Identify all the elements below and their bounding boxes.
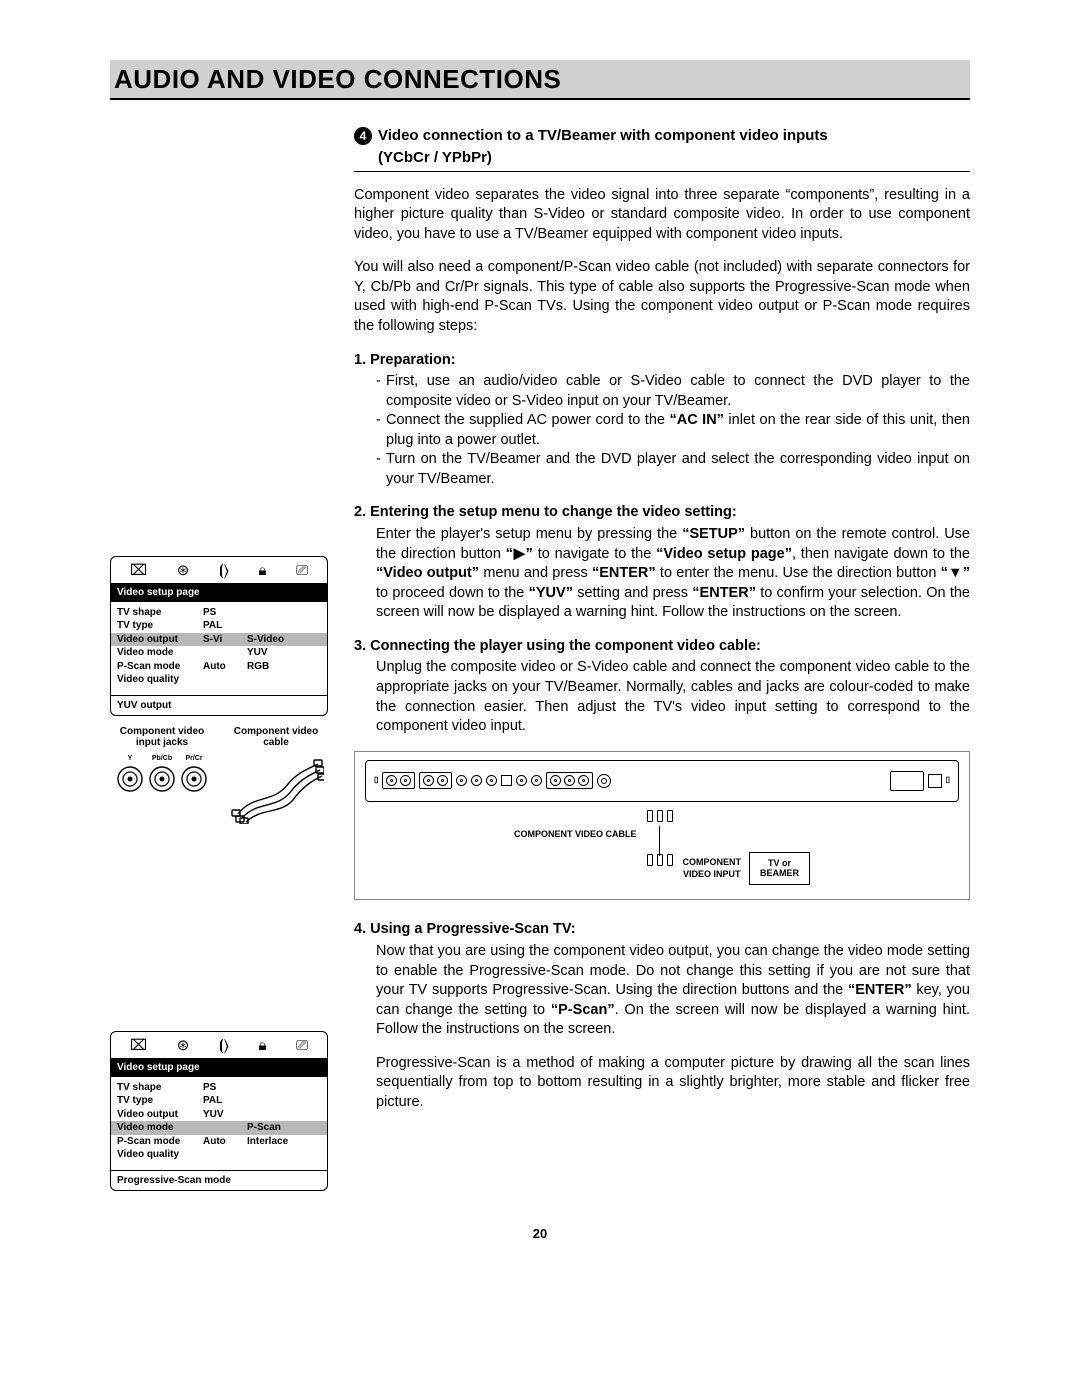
setup-icon-row: ⌧ ⊛ ⦗⟩ 🔒︎ ⎚ [111,557,327,584]
speaker-icon: ⦗⟩ [219,1036,229,1056]
rear-panel: ▯ ▯ [365,760,959,802]
cable-icon [228,754,324,824]
component-input-label: COMPONENTVIDEO INPUT [683,856,742,880]
intro-para-2: You will also need a component/P-Scan vi… [354,258,970,336]
step-4: 4. Using a Progressive-Scan TV: Now that… [354,920,970,1112]
page-title: AUDIO AND VIDEO CONNECTIONS [110,62,970,100]
cable-label: Component video cable [224,726,328,748]
step-3-body: Unplug the composite video or S-Video ca… [376,658,970,736]
globe-icon: ⊛ [177,1036,190,1056]
setup-icon-row-2: ⌧ ⊛ ⦗⟩ 🔒︎ ⎚ [111,1032,327,1059]
step-3-head: 3. Connecting the player using the compo… [354,637,970,657]
step-4-para2: Progressive-Scan is a method of making a… [376,1054,970,1113]
section-number-badge: 4 [354,127,372,145]
setup-header-1: Video setup page [111,584,327,602]
display-icon: ⎚ [296,1036,308,1056]
step-1c: -Turn on the TV/Beamer and the DVD playe… [376,450,970,489]
menu-row: Video outputS-ViS-Video [111,633,327,647]
jacks-cable-row: Component video input jacks YPb/CbPr/Cr … [110,726,328,831]
menu-row: Video quality [117,1148,321,1162]
jacks-label: Component video input jacks [110,726,214,748]
title-bar: AUDIO AND VIDEO CONNECTIONS [110,60,970,100]
setup-footer-2: Progressive-Scan mode [111,1170,327,1191]
step-1-head: 1. Preparation: [354,351,970,371]
menu-row: Video modeYUV [117,646,321,660]
tv-beamer-box: TV orBEAMER [749,852,810,886]
section-heading-line2: (YCbCr / YPbPr) [378,148,970,168]
lock-icon: 🔒︎ [259,1036,267,1056]
step-2: 2. Entering the setup menu to change the… [354,503,970,622]
lock-icon: 🔒︎ [259,561,267,581]
section-heading: 4 Video connection to a TV/Beamer with co… [354,126,970,172]
step-2-body: Enter the player's setup menu by pressin… [376,525,970,623]
setup-menu-1: ⌧ ⊛ ⦗⟩ 🔒︎ ⎚ Video setup page TV shapePST… [110,556,328,716]
menu-row: Video outputYUV [117,1108,321,1122]
menu-row: TV typePAL [117,1094,321,1108]
menu-row: P-Scan modeAutoInterlace [117,1135,321,1149]
setup-menu-2: ⌧ ⊛ ⦗⟩ 🔒︎ ⎚ Video setup page TV shapePST… [110,1031,328,1191]
page-number: 20 [110,1225,970,1243]
rca-jack: Y [117,754,143,798]
right-column: 4 Video connection to a TV/Beamer with co… [354,126,970,1201]
tv-icon: ⌧ [130,1036,147,1056]
intro-para-1: Component video separates the video sign… [354,186,970,245]
content-columns: ⌧ ⊛ ⦗⟩ 🔒︎ ⎚ Video setup page TV shapePST… [110,126,970,1201]
left-column: ⌧ ⊛ ⦗⟩ 🔒︎ ⎚ Video setup page TV shapePST… [110,126,328,1201]
rca-jack: Pb/Cb [149,754,175,798]
menu-row: Video quality [117,673,321,687]
menu-row: TV shapePS [117,606,321,620]
menu-row: TV shapePS [117,1081,321,1095]
globe-icon: ⊛ [177,561,190,581]
display-icon: ⎚ [296,561,308,581]
jacks-column: Component video input jacks YPb/CbPr/Cr [110,726,214,831]
step-2-head: 2. Entering the setup menu to change the… [354,503,970,523]
setup-footer-1: YUV output [111,695,327,716]
menu-row: TV typePAL [117,619,321,633]
speaker-icon: ⦗⟩ [219,561,229,581]
menu-row: Video modeP-Scan [111,1121,327,1135]
section-heading-line1: Video connection to a TV/Beamer with com… [378,127,828,144]
tv-icon: ⌧ [130,561,147,581]
step-4-body: Now that you are using the component vid… [376,942,970,1040]
cable-column: Component video cable [224,726,328,831]
step-1b: -Connect the supplied AC power cord to t… [376,411,970,450]
step-1a: -First, use an audio/video cable or S-Vi… [376,372,970,411]
menu-row: P-Scan modeAutoRGB [117,660,321,674]
cable-label: COMPONENT VIDEO CABLE [514,829,637,839]
step-4-head: 4. Using a Progressive-Scan TV: [354,920,970,940]
connection-diagram: ▯ ▯ COMPONENT VIDEO CABLE [354,751,970,901]
step-3: 3. Connecting the player using the compo… [354,637,970,737]
rca-jack: Pr/Cr [181,754,207,798]
setup-header-2: Video setup page [111,1059,327,1077]
step-1: 1. Preparation: -First, use an audio/vid… [354,351,970,490]
